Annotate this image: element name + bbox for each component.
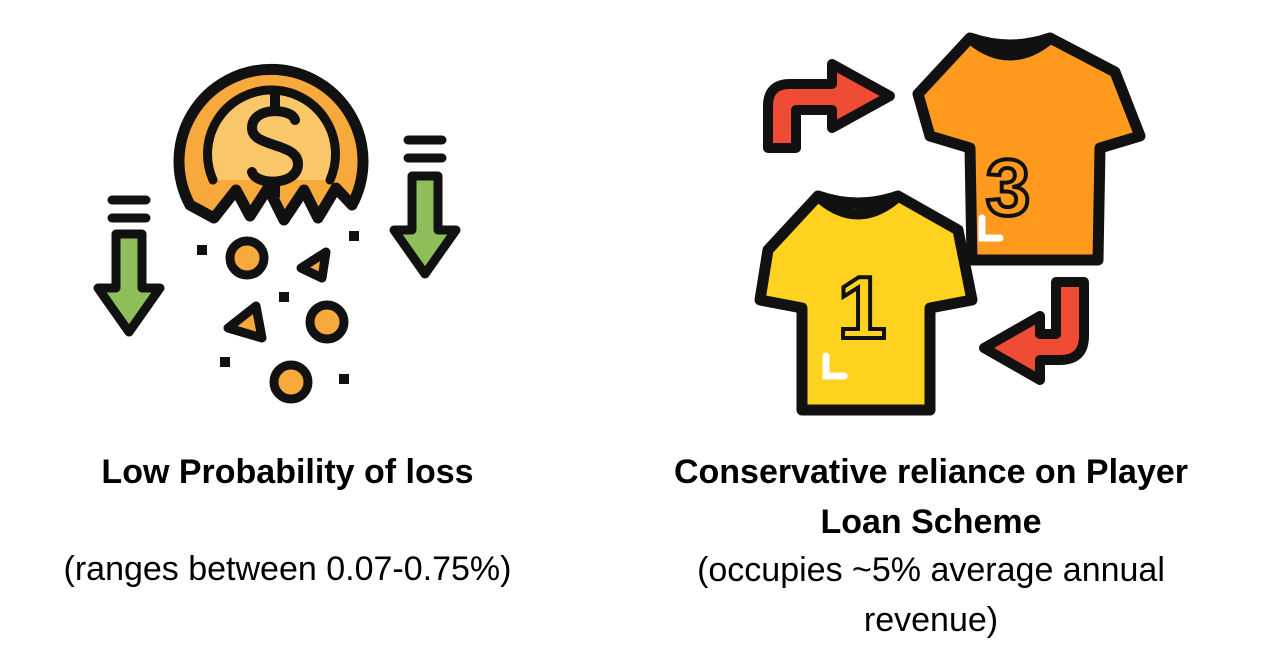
probability-of-loss-panel: Low Probability of loss (ranges between …: [0, 0, 580, 659]
loan-scheme-heading-line1: Conservative reliance on Player: [673, 453, 1189, 491]
loan-scheme-heading: Conservative reliance on Player Loan Sch…: [600, 447, 1262, 547]
jersey-highlight-icon: [822, 352, 848, 380]
loss-probability-heading: Low Probability of loss: [101, 453, 474, 491]
coin-loss-icon: [93, 63, 461, 404]
revenue-share-line2: revenue): [863, 601, 999, 639]
loan-scheme-heading-line2: Loan Scheme: [820, 503, 1042, 541]
jersey-number-3: 3: [986, 143, 1031, 232]
down-arrow-right-icon: [389, 135, 461, 279]
yellow-jersey-icon: [754, 190, 978, 416]
revenue-share-line1: (occupies ~5% average annual: [697, 551, 1165, 589]
debris-dots-icon: [197, 231, 359, 384]
jersey-highlight-icon: [978, 214, 1004, 242]
dollar-sign-icon: [246, 89, 304, 201]
loss-range-text: (ranges between 0.07-0.75%): [63, 550, 512, 588]
swap-arrow-bottom-icon: [979, 277, 1089, 385]
jersey-number-1: 1: [838, 258, 887, 357]
down-arrow-left-icon: [93, 195, 165, 337]
swap-arrow-top-icon: [763, 59, 895, 153]
jersey-swap-icon: 3 1: [754, 32, 1146, 416]
loan-scheme-panel: 3 1 Conservative reliance on Player Loan…: [600, 0, 1262, 659]
revenue-share-text: (occupies ~5% average annual revenue): [600, 545, 1262, 645]
orange-jersey-icon: [912, 32, 1146, 266]
falling-coins-icon: [223, 236, 349, 404]
